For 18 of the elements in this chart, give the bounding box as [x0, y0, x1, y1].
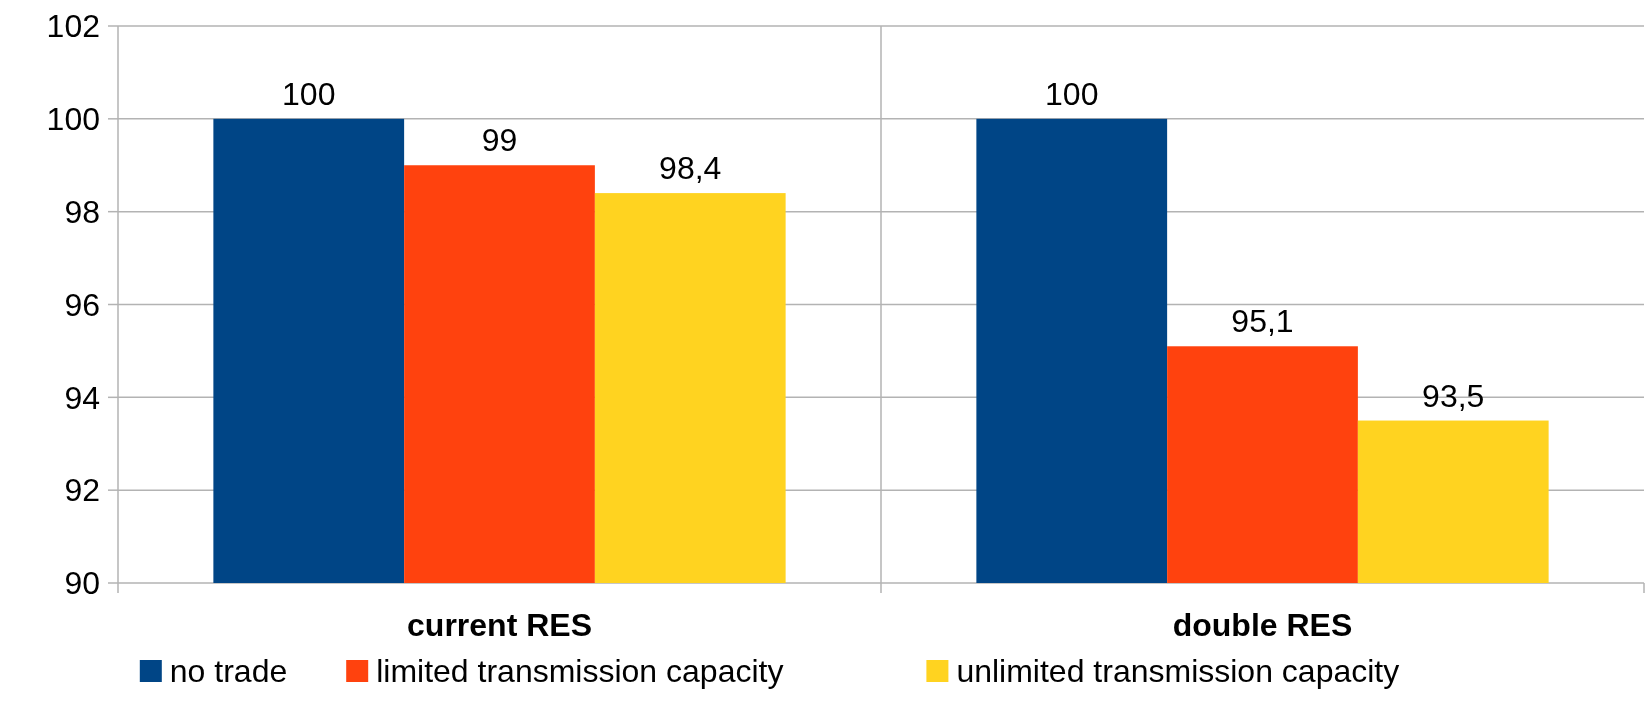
- data-label: 93,5: [1422, 377, 1485, 414]
- legend-label: limited transmission capacity: [376, 653, 784, 689]
- data-label: 95,1: [1231, 303, 1294, 340]
- data-label: 98,4: [659, 150, 722, 187]
- data-label: 100: [282, 75, 336, 112]
- y-tick-label: 94: [64, 379, 100, 416]
- y-tick-label: 92: [64, 472, 100, 509]
- x-tick-label: double RES: [1172, 607, 1353, 643]
- data-label: 99: [481, 122, 518, 159]
- legend-label: no trade: [169, 653, 288, 689]
- y-tick-label: 102: [46, 8, 100, 45]
- data-label: 100: [1045, 75, 1099, 112]
- x-tick-label: current RES: [407, 607, 592, 643]
- y-tick-label: 100: [46, 101, 100, 138]
- y-tick-label: 90: [64, 565, 100, 602]
- y-tick-label: 98: [64, 193, 100, 230]
- y-tick-label: 96: [64, 286, 100, 323]
- legend-label: unlimited transmission capacity: [956, 653, 1400, 689]
